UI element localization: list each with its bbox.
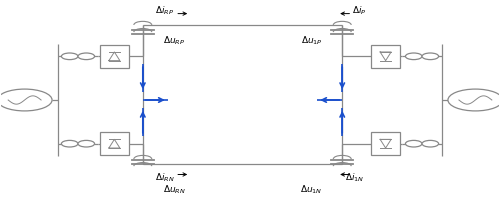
- Bar: [371, 132, 400, 155]
- Circle shape: [422, 140, 438, 147]
- Text: $\Delta u_{RP}$: $\Delta u_{RP}$: [162, 34, 185, 47]
- Circle shape: [406, 53, 422, 60]
- Circle shape: [62, 53, 78, 60]
- Circle shape: [448, 89, 500, 111]
- Circle shape: [78, 140, 94, 147]
- Text: $\Delta u_{1P}$: $\Delta u_{1P}$: [300, 34, 322, 47]
- Text: $\Delta i_{P}$: $\Delta i_{P}$: [352, 4, 366, 17]
- Text: $\Delta i_{1N}$: $\Delta i_{1N}$: [344, 171, 364, 184]
- Circle shape: [78, 53, 94, 60]
- Circle shape: [62, 140, 78, 147]
- Text: $\Delta u_{1N}$: $\Delta u_{1N}$: [300, 183, 322, 196]
- Text: $\Delta i_{RN}$: $\Delta i_{RN}$: [156, 171, 175, 184]
- Circle shape: [422, 53, 438, 60]
- Bar: [371, 45, 400, 68]
- Circle shape: [406, 140, 422, 147]
- Bar: [100, 45, 129, 68]
- Text: $\Delta u_{RN}$: $\Delta u_{RN}$: [162, 183, 186, 196]
- Text: $\Delta i_{RP}$: $\Delta i_{RP}$: [156, 4, 174, 17]
- Circle shape: [0, 89, 52, 111]
- Bar: [100, 132, 129, 155]
